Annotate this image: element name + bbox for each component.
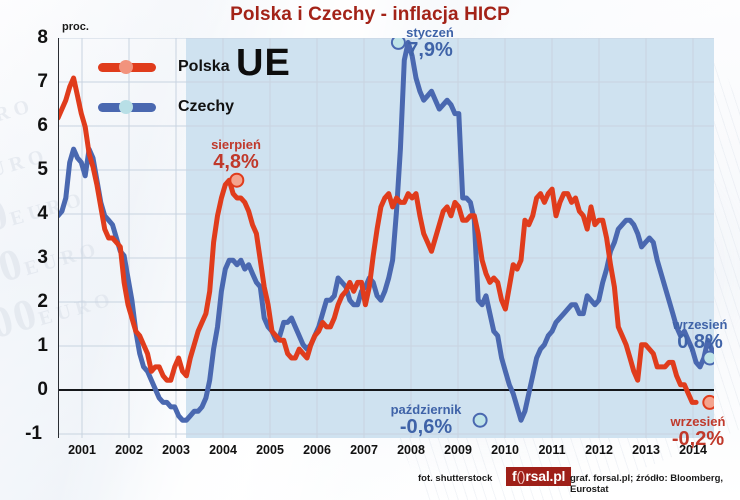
legend-item-polska[interactable]: Polska [98, 58, 234, 76]
chart-footer: fot. shutterstock f()rsal.pl graf. forsa… [0, 466, 740, 495]
annotation-value: -0,6% [399, 415, 453, 438]
logo-suffix: rsal.pl [525, 468, 566, 484]
x-tick-2002: 2002 [115, 443, 143, 457]
gridlines [58, 38, 714, 438]
y-tick-7: 7 [37, 71, 48, 92]
legend-label-polska: Polska [178, 58, 230, 75]
data-point-marker [472, 412, 488, 428]
annotation-value: 0,8% [677, 330, 723, 353]
x-tick-2001: 2001 [68, 443, 96, 457]
chart-legend: Polska Czechy [98, 58, 234, 138]
legend-swatch-czechy [98, 99, 156, 114]
x-tick-2003: 2003 [162, 443, 190, 457]
y-tick-8: 8 [37, 27, 48, 48]
annotation-month: sierpień [211, 137, 261, 152]
x-tick-2007: 2007 [350, 443, 378, 457]
series-line-polska [58, 75, 699, 405]
source-credits: graf. forsal.pl; źródło: Bloomberg, Euro… [570, 473, 724, 495]
annotation-value: 7,9% [407, 38, 453, 61]
ue-region-label: UE [236, 42, 291, 84]
y-tick-3: 3 [37, 247, 48, 268]
annotation-month: wrzesień [670, 414, 726, 429]
annotation-month: październik [390, 402, 462, 417]
x-tick-2004: 2004 [209, 443, 237, 457]
logo-prefix: f [512, 468, 517, 484]
annotation-polska-peak: sierpień 4,8% [182, 138, 290, 173]
forsal-logo[interactable]: f()rsal.pl [506, 467, 572, 486]
x-tick-2006: 2006 [303, 443, 331, 457]
data-point-marker [229, 172, 245, 188]
annotation-value: -0,2% [671, 427, 725, 450]
data-point-marker [390, 38, 406, 50]
x-tick-2011: 2011 [538, 443, 566, 457]
series-svg [58, 38, 714, 438]
logo-ring: () [516, 468, 526, 484]
y-tick-neg1: -1 [25, 423, 42, 444]
x-tick-2013: 2013 [632, 443, 660, 457]
x-tick-2009: 2009 [444, 443, 472, 457]
y-tick-2: 2 [37, 291, 48, 312]
annotation-month: wrzesień [672, 317, 728, 332]
y-tick-0: 0 [37, 379, 48, 400]
x-tick-2010: 2010 [491, 443, 519, 457]
photo-credit: fot. shutterstock [418, 473, 493, 484]
x-tick-2012: 2012 [585, 443, 613, 457]
y-axis-unit-label: proc. [62, 21, 89, 33]
annotation-polska-last: wrzesień -0,2% [657, 415, 739, 450]
y-tick-1: 1 [37, 335, 48, 356]
y-tick-6: 6 [37, 115, 48, 136]
data-point-markers [229, 38, 714, 428]
series-line-czechy [58, 39, 714, 423]
legend-item-czechy[interactable]: Czechy [98, 98, 234, 116]
annotation-czechy-trough: październik -0,6% [371, 403, 481, 438]
annotation-value: 4,8% [213, 150, 259, 173]
x-tick-2014: 2014 [679, 443, 707, 457]
annotation-czechy-peak: styczeń 7,9% [378, 26, 482, 61]
annotation-czechy-last: wrzesień 0,8% [660, 318, 740, 353]
annotation-month: styczeń [406, 25, 454, 40]
y-tick-5: 5 [37, 159, 48, 180]
chart-title: Polska i Czechy - inflacja HICP [230, 4, 510, 25]
y-tick-4: 4 [37, 203, 48, 224]
data-point-marker [702, 350, 714, 366]
plot-area [58, 38, 714, 438]
x-tick-2005: 2005 [256, 443, 284, 457]
data-point-marker [702, 394, 714, 410]
x-tick-2008: 2008 [397, 443, 425, 457]
legend-label-czechy: Czechy [178, 98, 235, 115]
legend-swatch-polska [98, 59, 156, 74]
